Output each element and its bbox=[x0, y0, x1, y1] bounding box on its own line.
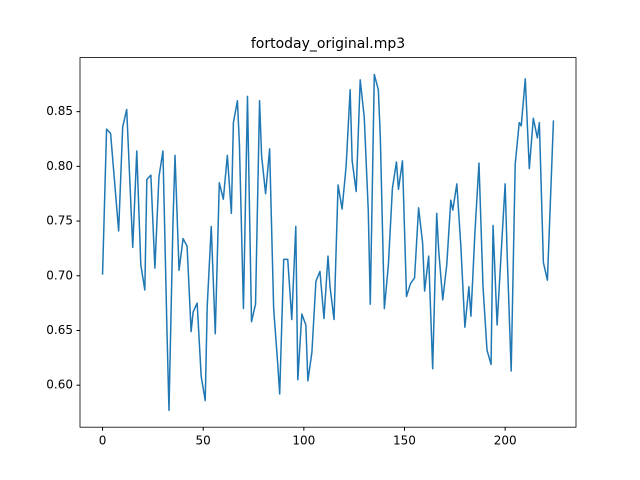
y-tick-label: 0.85 bbox=[46, 104, 73, 118]
y-tick-label: 0.80 bbox=[46, 159, 73, 173]
y-tick-label: 0.65 bbox=[46, 323, 73, 337]
y-tick-label: 0.60 bbox=[46, 378, 73, 392]
y-tick-label: 0.70 bbox=[46, 268, 73, 282]
axes-frame bbox=[79, 57, 577, 428]
x-tick-label: 0 bbox=[99, 434, 107, 448]
data-line bbox=[101, 73, 555, 412]
x-tick-label: 50 bbox=[196, 434, 211, 448]
x-tick-label: 100 bbox=[292, 434, 315, 448]
chart-title: fortoday_original.mp3 bbox=[251, 36, 405, 52]
y-tick-label: 0.75 bbox=[46, 214, 73, 228]
x-tick-label: 150 bbox=[393, 434, 416, 448]
x-tick-label: 200 bbox=[494, 434, 517, 448]
